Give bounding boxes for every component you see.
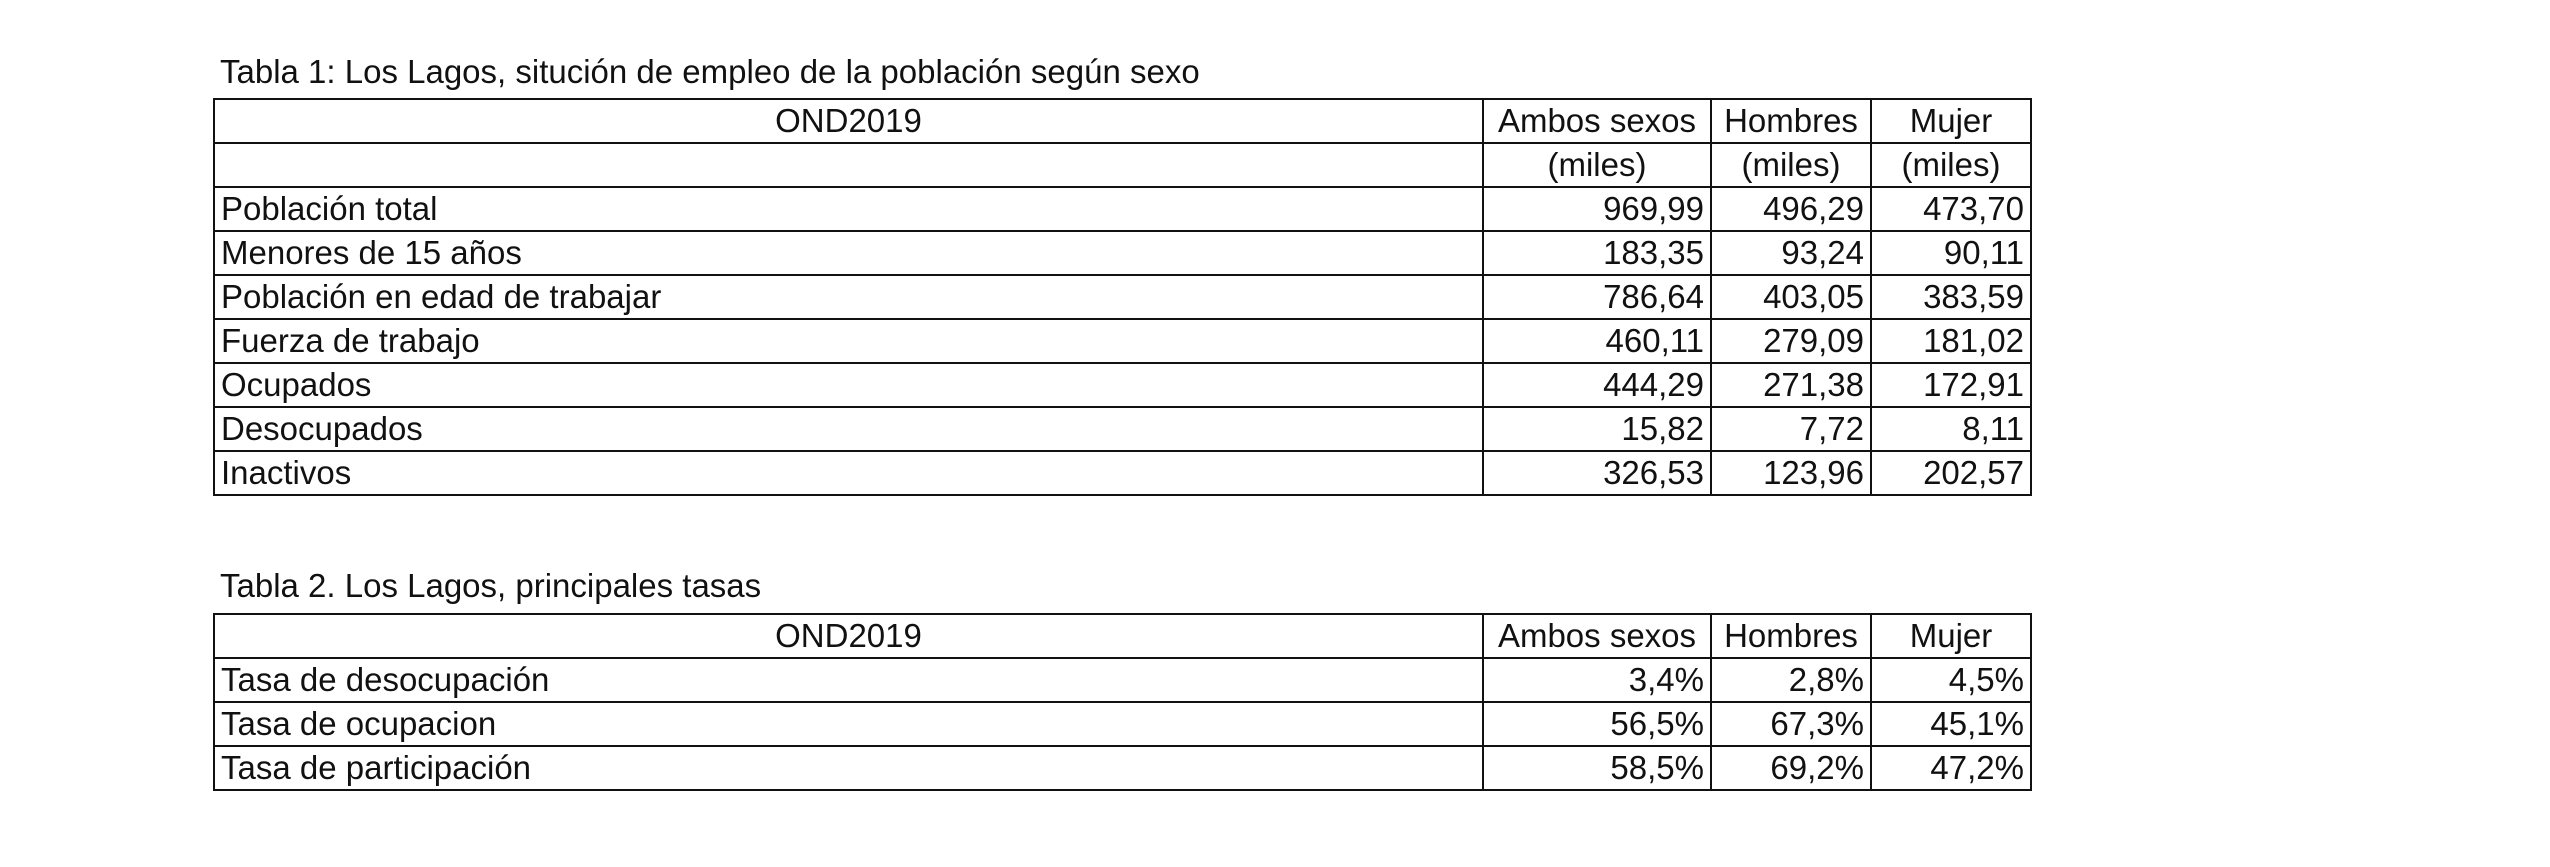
value-men: 271,38 xyxy=(1710,362,1872,408)
table-row: Tasa de participación 58,5% 69,2% 47,2% xyxy=(213,745,2032,791)
value-both-sexes: 326,53 xyxy=(1482,450,1712,496)
employment-table: OND2019 Ambos sexos Hombres Mujer (miles… xyxy=(213,98,2032,496)
value-men: 93,24 xyxy=(1710,230,1872,276)
value-men: 279,09 xyxy=(1710,318,1872,364)
value-men: 69,2% xyxy=(1710,745,1872,791)
value-women: 181,02 xyxy=(1870,318,2032,364)
value-both-sexes: 56,5% xyxy=(1482,701,1712,747)
table2-caption: Tabla 2. Los Lagos, principales tasas xyxy=(220,567,762,604)
value-both-sexes: 58,5% xyxy=(1482,745,1712,791)
units-women: (miles) xyxy=(1870,142,2032,188)
table-row: Desocupados 15,82 7,72 8,11 xyxy=(213,406,2032,452)
row-label: Tasa de desocupación xyxy=(213,657,1484,703)
value-women: 45,1% xyxy=(1870,701,2032,747)
value-men: 2,8% xyxy=(1710,657,1872,703)
value-women: 8,11 xyxy=(1870,406,2032,452)
header-men: Hombres xyxy=(1710,98,1872,144)
table2-header-row: OND2019 Ambos sexos Hombres Mujer xyxy=(213,613,2032,659)
value-men: 403,05 xyxy=(1710,274,1872,320)
value-women: 473,70 xyxy=(1870,186,2032,232)
table-row: Tasa de desocupación 3,4% 2,8% 4,5% xyxy=(213,657,2032,703)
value-men: 496,29 xyxy=(1710,186,1872,232)
table-row: Población en edad de trabajar 786,64 403… xyxy=(213,274,2032,320)
row-label: Inactivos xyxy=(213,450,1484,496)
row-label: Ocupados xyxy=(213,362,1484,408)
table-row: Fuerza de trabajo 460,11 279,09 181,02 xyxy=(213,318,2032,364)
header-both-sexes: Ambos sexos xyxy=(1482,98,1712,144)
row-label: Tasa de ocupacion xyxy=(213,701,1484,747)
header-period: OND2019 xyxy=(213,98,1484,144)
table-row: Inactivos 326,53 123,96 202,57 xyxy=(213,450,2032,496)
value-both-sexes: 183,35 xyxy=(1482,230,1712,276)
table1-caption: Tabla 1: Los Lagos, situción de empleo d… xyxy=(220,53,1200,90)
header-period: OND2019 xyxy=(213,613,1484,659)
table-row: Población total 969,99 496,29 473,70 xyxy=(213,186,2032,232)
value-both-sexes: 786,64 xyxy=(1482,274,1712,320)
table-row: Menores de 15 años 183,35 93,24 90,11 xyxy=(213,230,2032,276)
value-men: 67,3% xyxy=(1710,701,1872,747)
value-both-sexes: 444,29 xyxy=(1482,362,1712,408)
row-label: Menores de 15 años xyxy=(213,230,1484,276)
row-label: Desocupados xyxy=(213,406,1484,452)
units-both-sexes: (miles) xyxy=(1482,142,1712,188)
value-women: 383,59 xyxy=(1870,274,2032,320)
value-men: 7,72 xyxy=(1710,406,1872,452)
row-label: Tasa de participación xyxy=(213,745,1484,791)
units-men: (miles) xyxy=(1710,142,1872,188)
value-women: 90,11 xyxy=(1870,230,2032,276)
header-men: Hombres xyxy=(1710,613,1872,659)
value-women: 4,5% xyxy=(1870,657,2032,703)
table-row: Ocupados 444,29 271,38 172,91 xyxy=(213,362,2032,408)
value-men: 123,96 xyxy=(1710,450,1872,496)
row-label: Población total xyxy=(213,186,1484,232)
value-women: 202,57 xyxy=(1870,450,2032,496)
row-label: Fuerza de trabajo xyxy=(213,318,1484,364)
units-empty xyxy=(213,142,1484,188)
value-women: 172,91 xyxy=(1870,362,2032,408)
value-both-sexes: 15,82 xyxy=(1482,406,1712,452)
rates-table: OND2019 Ambos sexos Hombres Mujer Tasa d… xyxy=(213,613,2032,791)
header-women: Mujer xyxy=(1870,613,2032,659)
header-both-sexes: Ambos sexos xyxy=(1482,613,1712,659)
value-both-sexes: 460,11 xyxy=(1482,318,1712,364)
header-women: Mujer xyxy=(1870,98,2032,144)
value-both-sexes: 969,99 xyxy=(1482,186,1712,232)
value-both-sexes: 3,4% xyxy=(1482,657,1712,703)
table-row: Tasa de ocupacion 56,5% 67,3% 45,1% xyxy=(213,701,2032,747)
value-women: 47,2% xyxy=(1870,745,2032,791)
table1-header-row: OND2019 Ambos sexos Hombres Mujer xyxy=(213,98,2032,144)
row-label: Población en edad de trabajar xyxy=(213,274,1484,320)
table1-units-row: (miles) (miles) (miles) xyxy=(213,142,2032,188)
